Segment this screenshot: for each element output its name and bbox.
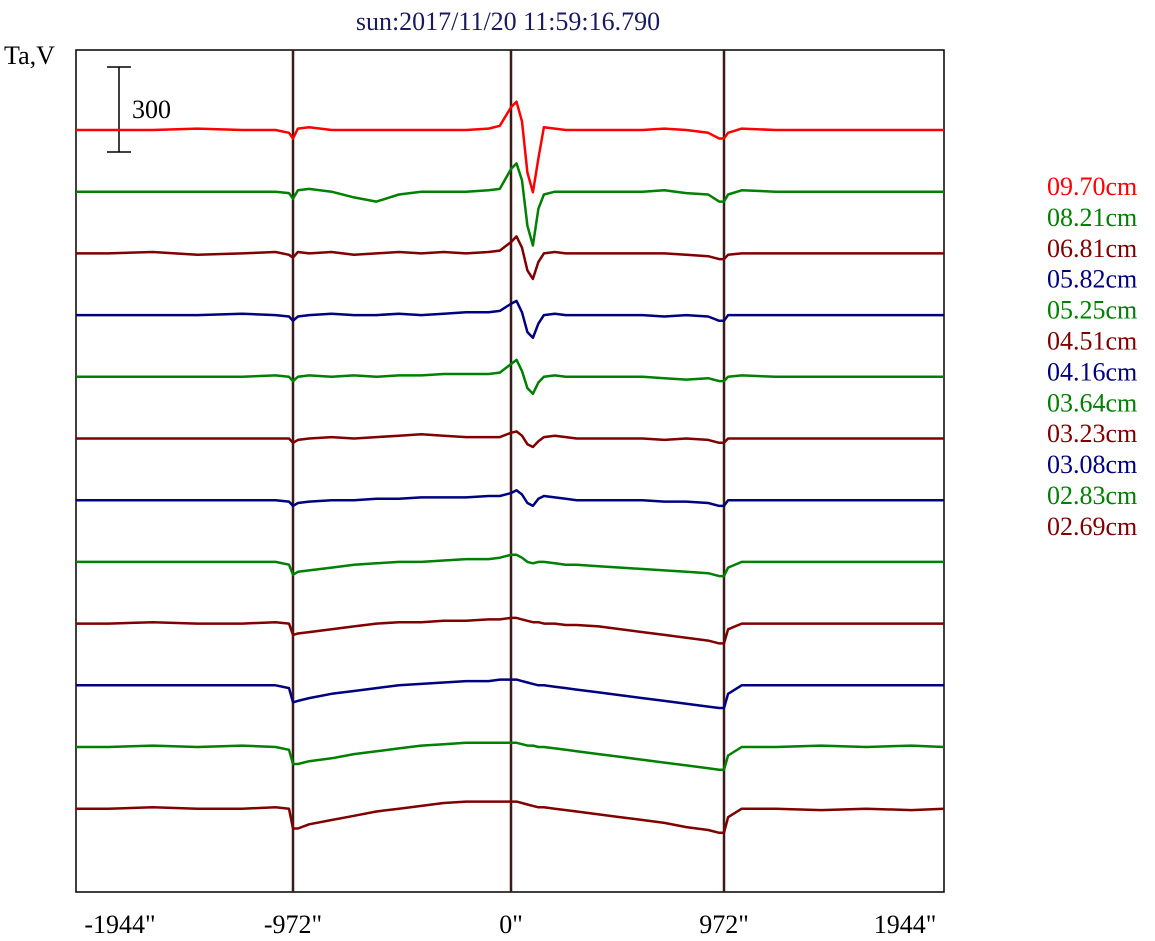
vertical-reference-lines — [291, 50, 726, 892]
x-tick-labels: -1944" -972" 0" 972" 1944" — [84, 910, 936, 939]
legend-entry: 08.21cm — [1047, 203, 1137, 232]
x-tick-label: 972" — [699, 910, 749, 939]
series-line-03.64cm — [76, 553, 944, 578]
series-line-03.08cm — [76, 678, 944, 710]
series-line-05.82cm — [76, 299, 944, 340]
y-axis-label: Ta,V — [4, 41, 55, 70]
legend-entry: 09.70cm — [1047, 172, 1137, 201]
legend-entry: 05.82cm — [1047, 265, 1137, 294]
series-line-02.69cm — [76, 800, 945, 835]
legend-entry: 03.23cm — [1047, 419, 1137, 448]
chart-title: sun:2017/11/20 11:59:16.790 — [356, 7, 660, 36]
x-tick-label: -1944" — [84, 910, 155, 939]
series-line-08.21cm — [76, 162, 944, 247]
legend-entry: 06.81cm — [1047, 234, 1137, 263]
series-line-09.70cm — [76, 100, 944, 194]
legend: 09.70cm08.21cm06.81cm05.82cm05.25cm04.51… — [1047, 172, 1137, 541]
series-line-03.23cm — [76, 616, 944, 645]
series-line-06.81cm — [76, 235, 944, 281]
legend-entry: 02.69cm — [1047, 512, 1137, 541]
legend-entry: 03.08cm — [1047, 450, 1137, 479]
legend-entry: 02.83cm — [1047, 481, 1137, 510]
legend-entry: 05.25cm — [1047, 296, 1137, 325]
series-line-02.83cm — [76, 741, 945, 771]
x-tick-label: 1944" — [874, 910, 937, 939]
series-line-04.51cm — [76, 430, 944, 449]
legend-entry: 04.16cm — [1047, 357, 1137, 386]
series-line-04.16cm — [76, 489, 944, 508]
scale-bar: 300 — [107, 66, 171, 153]
x-tick-label: 0" — [499, 910, 523, 939]
series-line-05.25cm — [76, 358, 944, 396]
x-tick-label: -972" — [264, 910, 322, 939]
legend-entry: 03.64cm — [1047, 388, 1137, 417]
scale-bar-label: 300 — [132, 95, 171, 124]
series-layer — [76, 100, 945, 835]
legend-entry: 04.51cm — [1047, 327, 1137, 356]
